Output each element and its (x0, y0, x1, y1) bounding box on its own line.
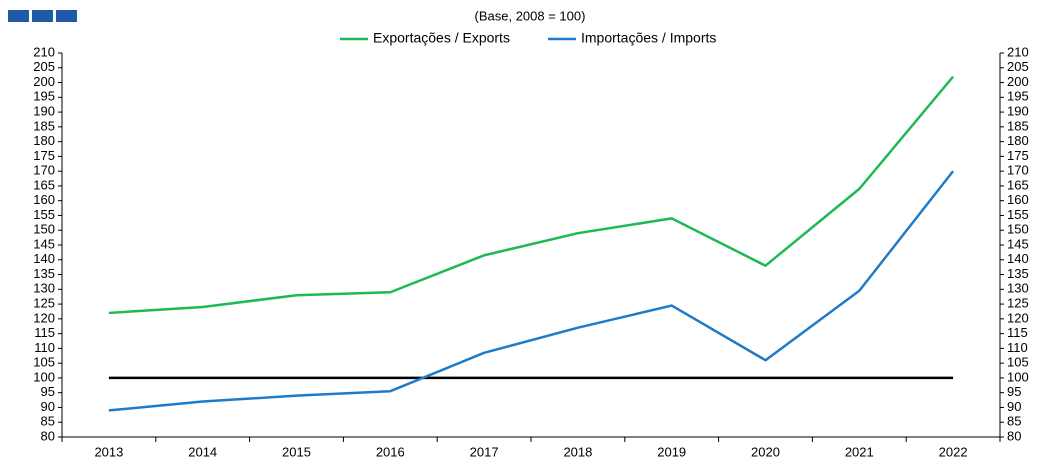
y-tick-label: 100 (33, 369, 55, 384)
y2-tick-label: 140 (1007, 251, 1029, 266)
y2-tick-label: 200 (1007, 74, 1029, 89)
x-tick-label: 2016 (376, 444, 405, 459)
logo-block (32, 10, 53, 22)
y-tick-label: 190 (33, 104, 55, 119)
x-tick-label: 2013 (94, 444, 123, 459)
y2-tick-label: 185 (1007, 118, 1029, 133)
y-tick-label: 150 (33, 222, 55, 237)
y2-tick-label: 190 (1007, 104, 1029, 119)
y2-tick-label: 180 (1007, 133, 1029, 148)
x-tick-label: 2020 (751, 444, 780, 459)
y-tick-label: 130 (33, 281, 55, 296)
x-tick-label: 2019 (657, 444, 686, 459)
chart-subtitle: (Base, 2008 = 100) (475, 8, 586, 23)
y2-tick-label: 160 (1007, 192, 1029, 207)
y-tick-label: 155 (33, 207, 55, 222)
y2-tick-label: 170 (1007, 163, 1029, 178)
y2-tick-label: 130 (1007, 281, 1029, 296)
y-tick-label: 125 (33, 296, 55, 311)
legend-label: Importações / Imports (581, 30, 716, 46)
x-tick-label: 2017 (470, 444, 499, 459)
y2-tick-label: 175 (1007, 148, 1029, 163)
series-line (108, 170, 955, 412)
y2-tick-label: 95 (1007, 384, 1021, 399)
y2-tick-label: 100 (1007, 369, 1029, 384)
x-tick-label: 2021 (845, 444, 874, 459)
y2-tick-label: 110 (1007, 340, 1028, 355)
y2-tick-label: 115 (1007, 325, 1028, 340)
y2-tick-label: 105 (1007, 355, 1029, 370)
y-tick-label: 160 (33, 192, 55, 207)
x-tick-label: 2014 (188, 444, 217, 459)
x-tick-label: 2018 (563, 444, 592, 459)
y-tick-label: 80 (41, 428, 55, 443)
y-tick-label: 110 (34, 340, 55, 355)
y-tick-label: 180 (33, 133, 55, 148)
y-tick-label: 165 (33, 177, 55, 192)
logo-block (8, 10, 29, 22)
y2-tick-label: 155 (1007, 207, 1029, 222)
x-tick-label: 2015 (282, 444, 311, 459)
y-tick-label: 195 (33, 89, 55, 104)
y-tick-label: 185 (33, 118, 55, 133)
y2-tick-label: 205 (1007, 59, 1029, 74)
y2-tick-label: 135 (1007, 266, 1029, 281)
y-tick-label: 170 (33, 163, 55, 178)
y-tick-label: 105 (33, 355, 55, 370)
y2-tick-label: 145 (1007, 236, 1029, 251)
y2-tick-label: 165 (1007, 177, 1029, 192)
y-tick-label: 200 (33, 74, 55, 89)
y2-tick-label: 210 (1007, 44, 1029, 59)
logo-block (56, 10, 77, 22)
series-line (108, 75, 955, 315)
y-tick-label: 115 (34, 325, 55, 340)
y-tick-label: 140 (33, 251, 55, 266)
y-tick-label: 175 (33, 148, 55, 163)
legend-label: Exportações / Exports (373, 30, 510, 46)
y2-tick-label: 150 (1007, 222, 1029, 237)
y2-tick-label: 195 (1007, 89, 1029, 104)
y-tick-label: 120 (33, 310, 55, 325)
y-tick-label: 90 (41, 399, 55, 414)
x-tick-label: 2022 (939, 444, 968, 459)
y2-tick-label: 90 (1007, 399, 1021, 414)
y-tick-label: 95 (41, 384, 55, 399)
y2-tick-label: 80 (1007, 428, 1021, 443)
y-tick-label: 85 (41, 414, 55, 429)
y2-tick-label: 125 (1007, 296, 1029, 311)
y-tick-label: 210 (33, 44, 55, 59)
y2-tick-label: 120 (1007, 310, 1029, 325)
y-tick-label: 135 (33, 266, 55, 281)
y2-tick-label: 85 (1007, 414, 1021, 429)
y-tick-label: 145 (33, 236, 55, 251)
y-tick-label: 205 (33, 59, 55, 74)
